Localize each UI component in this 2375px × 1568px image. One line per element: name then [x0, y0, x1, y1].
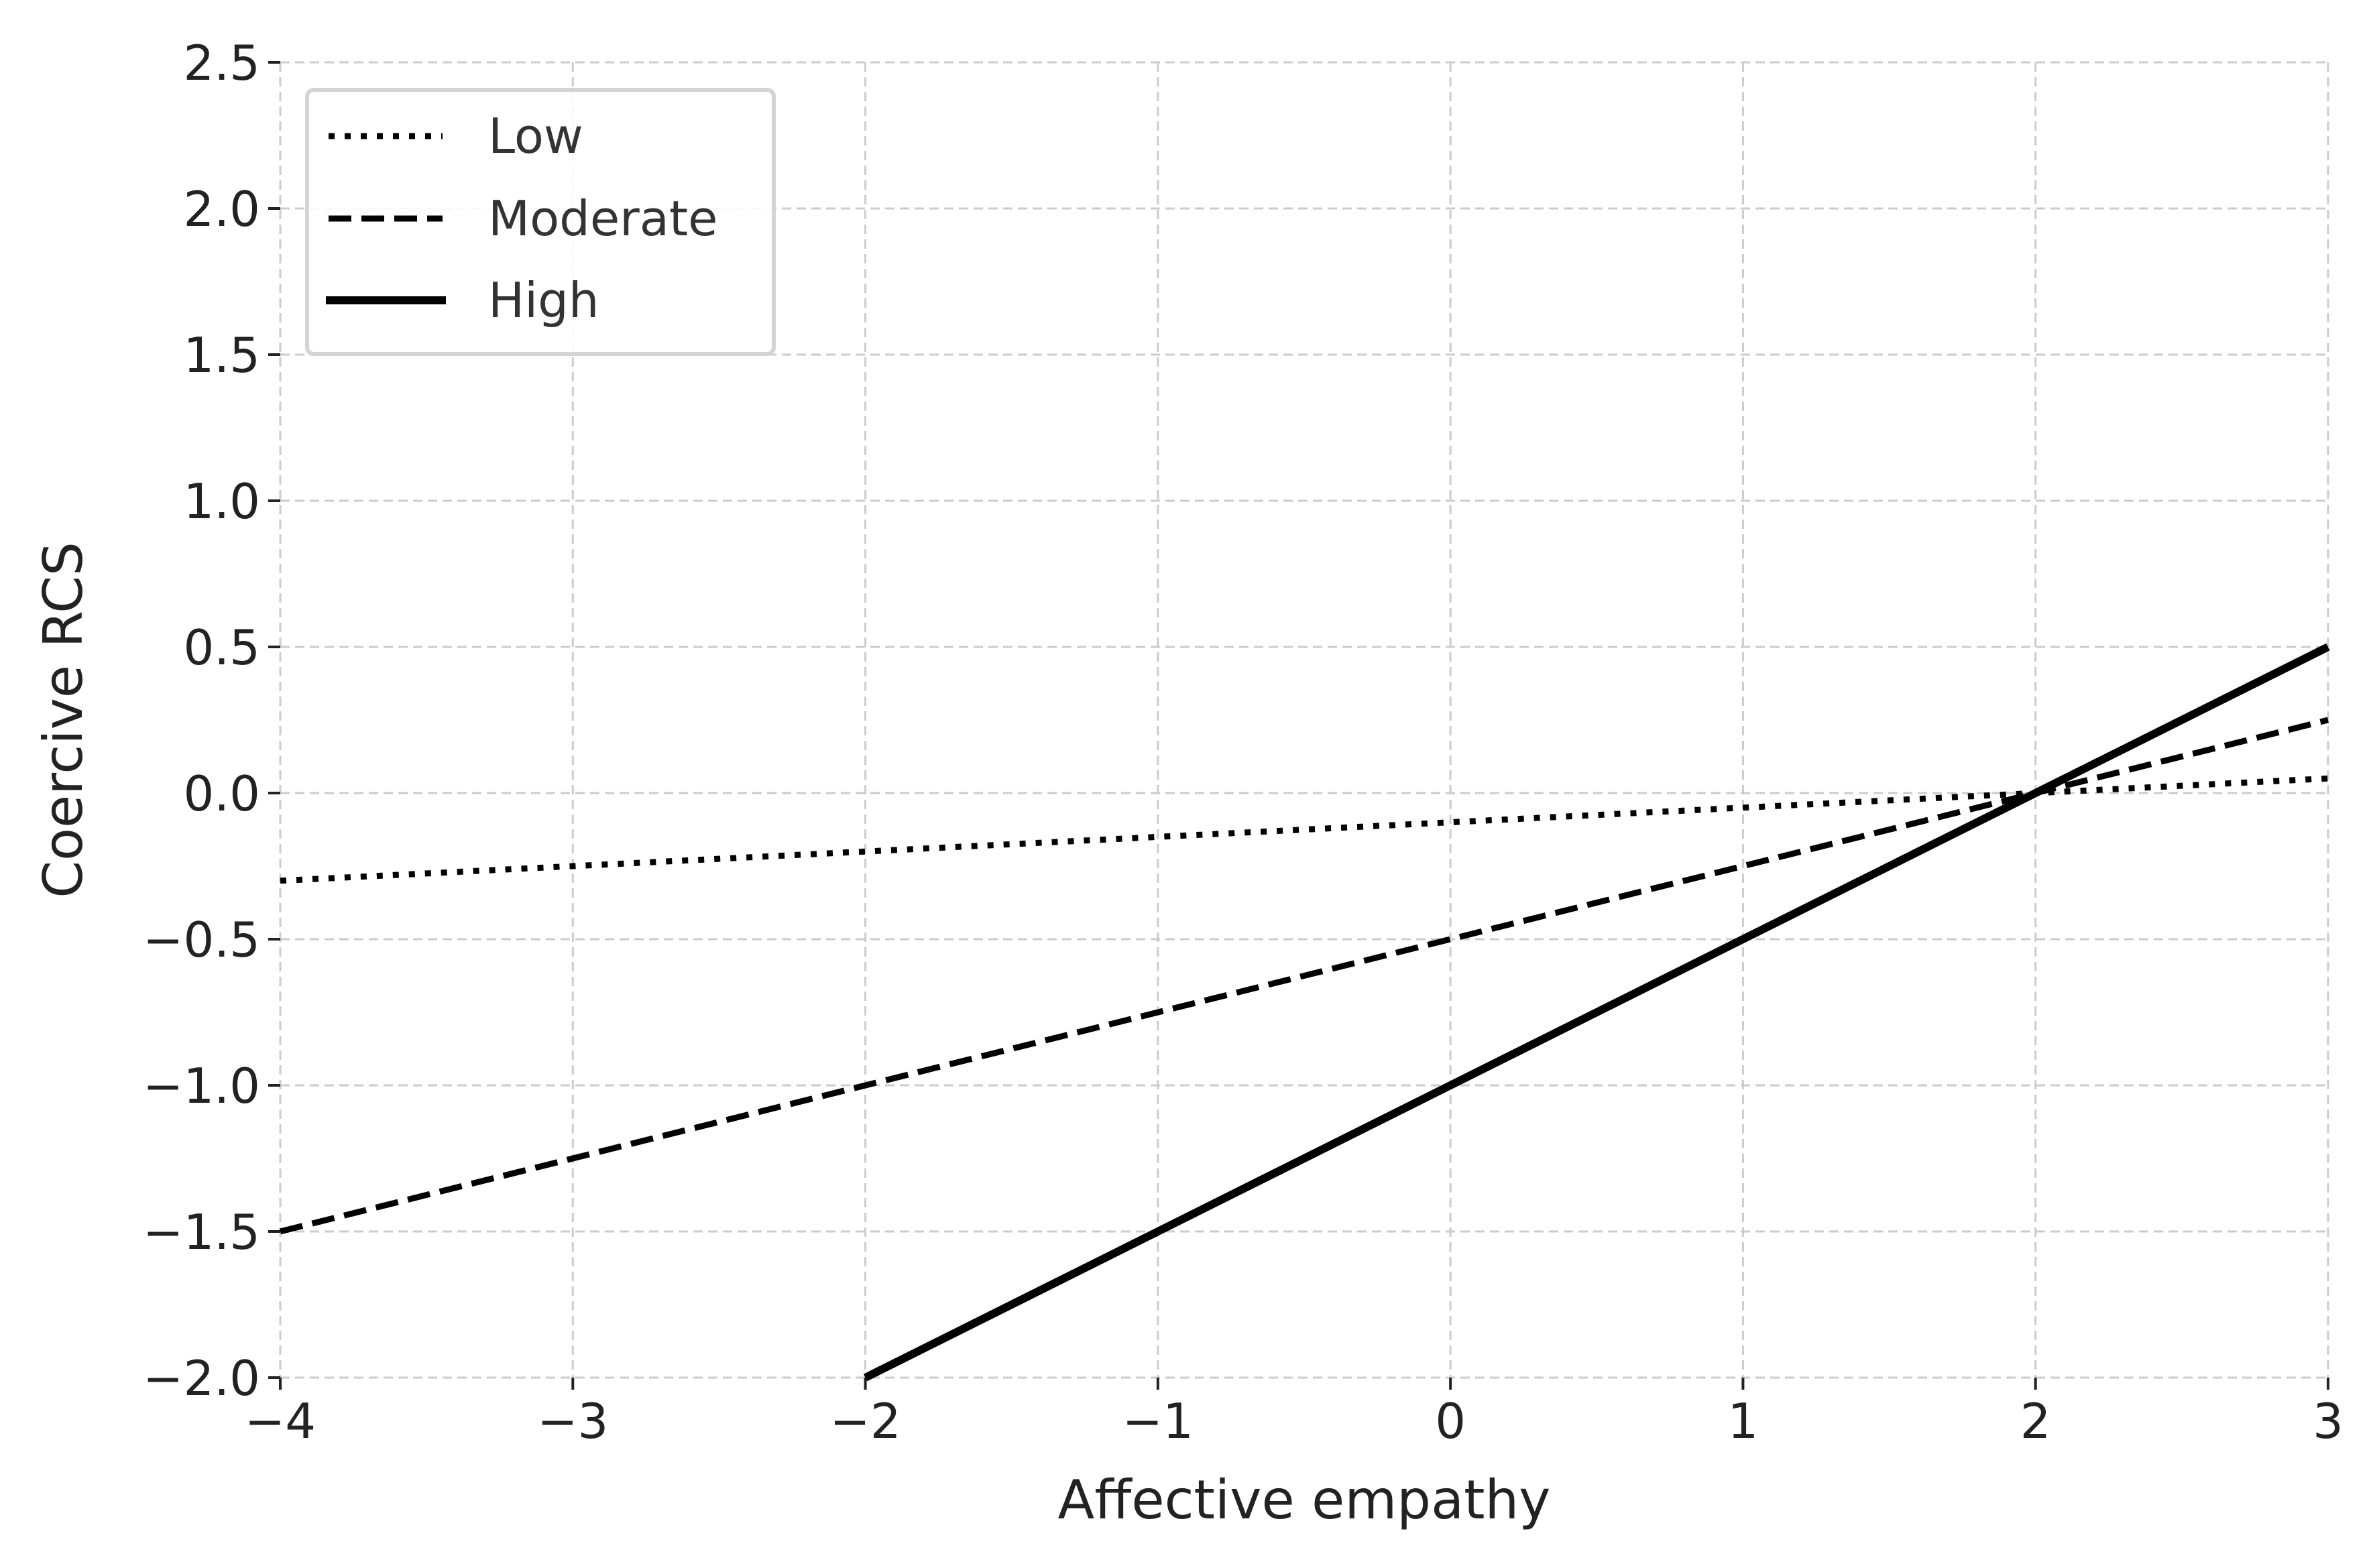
x-tick-label: −4: [245, 1393, 316, 1449]
ticks: −4 −3 −2 −1 0 1 2 3 −2.0 −1.5 −1.0 −0.5 0.0 0.5 1.0 1.5…: [143, 35, 2343, 1449]
y-tick-label: −2.0: [143, 1350, 260, 1406]
y-tick-label: −1.5: [143, 1204, 260, 1260]
y-axis-label: Coercive RCS: [32, 542, 95, 898]
x-tick-label: 3: [2313, 1393, 2343, 1449]
x-tick-label: −1: [1122, 1393, 1194, 1449]
y-tick-label: −0.5: [143, 912, 260, 968]
legend: Low Moderate High: [305, 88, 776, 356]
y-tick-label: 1.5: [183, 327, 260, 383]
series-lines: [279, 643, 2330, 1382]
x-tick-label: −2: [830, 1393, 901, 1449]
y-tick-label: 2.5: [183, 35, 260, 91]
x-tick-label: 1: [1728, 1393, 1759, 1449]
x-axis-label: Affective empathy: [1058, 1469, 1551, 1531]
series-line-low: [280, 775, 2329, 884]
series-line-moderate: [279, 717, 2329, 1235]
legend-low-label: Low: [488, 108, 583, 164]
x-tick-label: 2: [2020, 1393, 2051, 1449]
legend-box: [305, 88, 776, 356]
x-tick-label: −3: [537, 1393, 608, 1449]
y-tick-label: 1.0: [183, 473, 260, 530]
y-tick-label: 0.5: [183, 619, 260, 676]
legend-high-label: High: [488, 272, 599, 328]
y-tick-label: 2.0: [183, 181, 260, 237]
y-tick-label: 0.0: [183, 766, 260, 822]
legend-moderate-label: Moderate: [488, 190, 717, 247]
y-tick-label: −1.0: [143, 1058, 260, 1114]
x-tick-label: 0: [1435, 1393, 1466, 1449]
series-line-high: [863, 643, 2330, 1382]
